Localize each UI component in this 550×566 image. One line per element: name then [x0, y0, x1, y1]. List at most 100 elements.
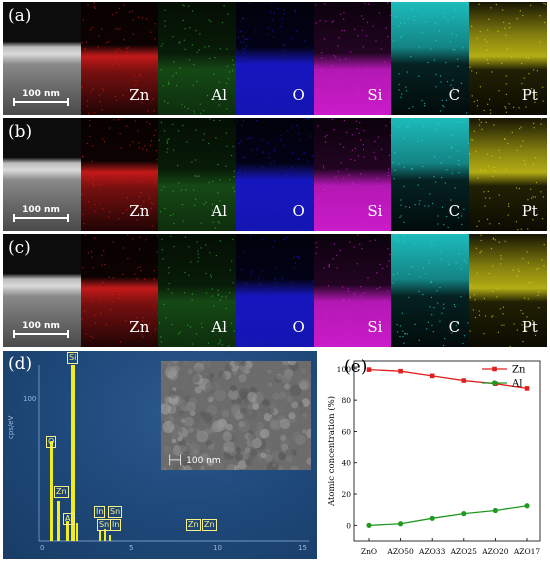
scale-bar-label-c: 100 nm	[22, 321, 60, 331]
map-label-si: Si	[367, 318, 383, 336]
eds-y-tick: 100	[23, 395, 37, 403]
data-point-al	[461, 511, 467, 517]
eds-x-tick-0: 0	[40, 544, 45, 552]
data-point-zn	[429, 373, 435, 379]
data-point-al	[398, 521, 404, 527]
x-tick-label: ZnO	[361, 547, 377, 556]
map-c-a: C	[391, 2, 470, 115]
map-label-zn: Zn	[129, 86, 150, 104]
eds-peak-zn-l	[57, 501, 60, 541]
sem-image-b: (b) 100 nm	[3, 118, 81, 231]
map-zn-b: Zn	[80, 118, 159, 231]
mapping-row-a: (a) 100 nm Zn Al O Si C Pt	[3, 2, 547, 115]
eds-peak-label-al: Al	[63, 513, 75, 525]
eds-peak-label-sn: Sn	[108, 506, 123, 518]
eds-peak-label-in-2: In	[110, 519, 122, 531]
map-zn-a: Zn	[80, 2, 159, 115]
panel-label-b: (b)	[8, 122, 33, 142]
eds-peak-minor-2	[109, 535, 111, 541]
map-label-c: C	[448, 318, 461, 336]
legend-label-zn: Zn	[512, 365, 526, 376]
sem-image-a: (a) 100 nm	[3, 2, 81, 115]
x-tick-label: AZO17	[513, 547, 541, 556]
map-label-al: Al	[211, 318, 228, 336]
data-point-zn	[366, 367, 372, 372]
data-point-zn	[524, 386, 530, 391]
eds-peak-label-o: O	[46, 436, 57, 448]
eds-peak-al	[66, 521, 69, 541]
legend-label-al: Al	[511, 379, 522, 390]
map-pt-a: Pt	[469, 2, 547, 115]
panel-label-a: (a)	[8, 6, 32, 26]
mapping-row-b: (b) 100 nm Zn Al O Si C Pt	[3, 118, 547, 231]
y-tick-label: 20	[341, 490, 351, 499]
x-tick-label: AZO50	[386, 547, 414, 556]
atomic-concentration-chart: 0 20 40 60 80 100 ZnO AZO50 AZO33 AZO25 AZO20 AZO17…	[326, 360, 541, 556]
map-c-b: C	[391, 118, 470, 231]
data-point-al	[492, 507, 498, 514]
map-c-c: C	[391, 234, 470, 347]
map-label-pt: Pt	[521, 86, 538, 104]
map-si-a: Si	[313, 2, 392, 115]
map-label-pt: Pt	[521, 318, 538, 336]
data-point-zn	[398, 368, 403, 374]
map-si-c: Si	[313, 234, 392, 347]
eds-x-tick-15: 15	[298, 544, 307, 552]
y-tick-label: 40	[341, 459, 351, 468]
eds-spectrum-panel: (d) cps/eV 100 0 5 10 15 O Si Zn Al In S…	[3, 351, 317, 559]
map-label-o: O	[292, 318, 305, 336]
map-label-al: Al	[211, 202, 228, 220]
data-point-al	[366, 522, 372, 528]
inset-scale-bar: ├─┤ 100 nm	[167, 456, 221, 466]
sem-surface-inset: ├─┤ 100 nm	[161, 361, 311, 470]
scale-bar-label-b: 100 nm	[22, 205, 60, 215]
map-al-b: Al	[158, 118, 237, 231]
map-label-c: C	[448, 86, 461, 104]
atomic-concentration-panel: (e) 0 20 40 60 80 100 ZnO AZO50 AZO33 AZO25 AZO20 A…	[322, 351, 550, 562]
eds-peak-label-in: In	[94, 506, 106, 518]
mapping-row-c: (c) 100 nm Zn Al O Si C Pt	[3, 234, 547, 347]
map-o-c: O	[236, 234, 314, 347]
legend-marker-al	[491, 380, 498, 386]
y-tick-label: 60	[341, 427, 351, 436]
x-tick-label: AZO25	[450, 547, 478, 556]
y-tick-label: 100	[337, 365, 352, 374]
map-label-pt: Pt	[521, 202, 538, 220]
map-label-o: O	[292, 86, 305, 104]
eds-peak-si	[71, 365, 75, 541]
y-axis-label: Atomic concentration (%)	[326, 396, 337, 507]
eds-y-unit: cps/eV	[7, 415, 15, 439]
map-o-b: O	[236, 118, 314, 231]
sem-image-c: (c) 100 nm	[3, 234, 81, 347]
eds-peak-in	[99, 531, 101, 541]
panel-label-e: (e)	[344, 357, 368, 377]
eds-x-tick-10: 10	[213, 544, 222, 552]
scale-bar-b: 100 nm	[13, 205, 69, 222]
map-zn-c: Zn	[80, 234, 159, 347]
map-label-si: Si	[367, 86, 383, 104]
scale-bar-a: 100 nm	[13, 89, 69, 106]
eds-peak-o	[50, 441, 53, 541]
series-line-al	[368, 505, 528, 526]
data-point-al	[429, 515, 435, 521]
map-pt-b: Pt	[469, 118, 547, 231]
map-o-a: O	[236, 2, 314, 115]
legend-marker-zn	[492, 366, 497, 372]
eds-peak-label-zn: Zn	[54, 486, 69, 498]
map-label-o: O	[292, 202, 305, 220]
eds-spectrum-plot	[38, 365, 309, 542]
scale-bar-c: 100 nm	[13, 321, 69, 338]
map-label-zn: Zn	[129, 202, 150, 220]
scale-bar-label-a: 100 nm	[22, 89, 60, 99]
map-al-c: Al	[158, 234, 237, 347]
panel-label-d: (d)	[8, 354, 33, 374]
eds-peak-minor-1	[76, 523, 78, 541]
map-si-b: Si	[313, 118, 392, 231]
eds-peak-sn	[104, 529, 106, 541]
map-label-zn: Zn	[129, 318, 150, 336]
inset-scale-label: 100 nm	[186, 456, 221, 466]
map-pt-c: Pt	[469, 234, 547, 347]
map-label-si: Si	[367, 202, 383, 220]
map-al-a: Al	[158, 2, 237, 115]
y-tick-label: 80	[341, 396, 351, 405]
